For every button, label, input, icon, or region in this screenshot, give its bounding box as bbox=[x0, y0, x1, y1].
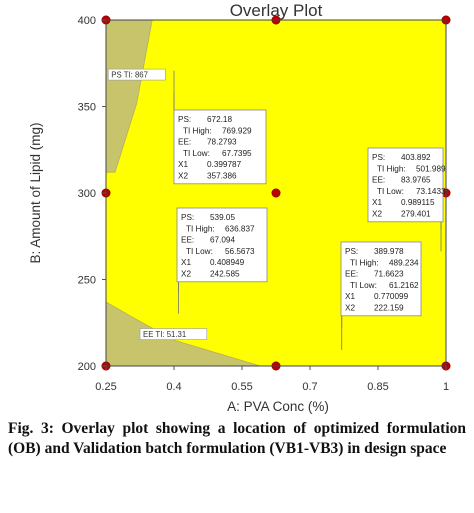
flag-field-value: 222.159 bbox=[374, 304, 404, 313]
flag-box: PS: 539.05 TI High: 636.837 EE: 67.094 TI Low:… bbox=[176, 207, 268, 283]
contour-label: EE TI: 51.31 bbox=[139, 328, 208, 340]
flag-field-value: 61.2162 bbox=[389, 281, 419, 290]
flag-background bbox=[173, 109, 267, 185]
x-tick-label: 0.25 bbox=[95, 381, 116, 393]
flag-field-value: 636.837 bbox=[225, 224, 255, 233]
flag-field-label: TI Low: bbox=[183, 149, 210, 158]
overlay-plot: PS: 672.18 TI High: 769.929 EE: 78.2793 TI Low… bbox=[28, 1, 451, 414]
flag-field-value: 403.892 bbox=[401, 153, 431, 162]
flag-field-label: TI Low: bbox=[186, 247, 213, 256]
flag-field-label: TI High: bbox=[377, 164, 406, 173]
flag-field-label: X2 bbox=[181, 270, 191, 279]
flag-field-value: 56.5673 bbox=[225, 247, 255, 256]
flag-field-value: 0.408949 bbox=[210, 258, 245, 267]
contour-label-text: EE TI: 51.31 bbox=[143, 330, 186, 339]
x-tick-label: 0.4 bbox=[166, 381, 181, 393]
flag-field-value: 0.989115 bbox=[401, 198, 435, 207]
y-tick-label: 350 bbox=[78, 102, 96, 114]
flag-field-label: TI High: bbox=[350, 258, 379, 267]
x-tick-label: 0.55 bbox=[231, 381, 252, 393]
flag-box: PS: 672.18 TI High: 769.929 EE: 78.2793 TI Low… bbox=[173, 109, 267, 185]
flag-field-value: 0.399787 bbox=[207, 160, 242, 169]
flag-field-label: X1 bbox=[181, 258, 191, 267]
flag-field-label: EE: bbox=[181, 236, 194, 245]
y-tick-label: 400 bbox=[78, 15, 96, 27]
flag-field-value: 242.585 bbox=[210, 270, 240, 279]
flag-field-value: 73.1433 bbox=[416, 187, 446, 196]
flag-field-value: 279.401 bbox=[401, 210, 431, 219]
flag-field-label: TI Low: bbox=[350, 281, 377, 290]
chart-title: Overlay Plot bbox=[230, 1, 323, 20]
flag-field-value: 389.978 bbox=[374, 247, 404, 256]
flag-field-label: X2 bbox=[345, 304, 355, 313]
flag-box: PS: 403.892 TI High: 501.989 EE: 83.9765 TI Lo… bbox=[367, 147, 446, 223]
design-point bbox=[271, 188, 281, 198]
flag-field-value: 83.9765 bbox=[401, 176, 431, 185]
flag-field-value: 489.234 bbox=[389, 258, 419, 267]
flag-field-label: X2 bbox=[178, 172, 188, 181]
x-tick-label: 0.7 bbox=[302, 381, 317, 393]
contour-label: PS TI: 867 bbox=[107, 68, 166, 81]
x-axis-label: A: PVA Conc (%) bbox=[227, 399, 329, 414]
flag-background bbox=[340, 241, 422, 317]
flag-field-value: 67.094 bbox=[210, 236, 235, 245]
x-tick-label: 1 bbox=[443, 381, 449, 393]
contour-label-background bbox=[139, 328, 208, 340]
figure-caption: Fig. 3: Overlay plot showing a location … bbox=[8, 420, 466, 457]
flag-field-value: 501.989 bbox=[416, 164, 446, 173]
flag-field-label: PS: bbox=[178, 115, 191, 124]
flag-field-value: 672.18 bbox=[207, 115, 232, 124]
y-tick-label: 300 bbox=[78, 188, 96, 200]
flag-field-label: PS: bbox=[372, 153, 385, 162]
flag-field-label: PS: bbox=[181, 213, 194, 222]
flag-field-value: 357.386 bbox=[207, 172, 237, 181]
flag-field-label: X1 bbox=[372, 198, 382, 207]
flag-field-value: 0.770099 bbox=[374, 292, 409, 301]
flag-field-value: 71.6623 bbox=[374, 270, 404, 279]
flag-field-label: EE: bbox=[372, 176, 385, 185]
x-tick-label: 0.85 bbox=[367, 381, 388, 393]
flag-field-label: EE: bbox=[178, 138, 191, 147]
flag-field-value: 539.05 bbox=[210, 213, 235, 222]
flag-field-label: X1 bbox=[345, 292, 355, 301]
flag-field-label: TI High: bbox=[183, 126, 212, 135]
flag-field-value: 67.7395 bbox=[222, 149, 252, 158]
flag-background bbox=[176, 207, 268, 283]
contour-label-background bbox=[107, 68, 166, 81]
y-tick-label: 200 bbox=[78, 361, 96, 373]
flag-field-value: 78.2793 bbox=[207, 138, 237, 147]
y-tick-label: 250 bbox=[78, 275, 96, 287]
y-axis-label: B: Amount of Lipid (mg) bbox=[28, 122, 43, 263]
flag-background bbox=[367, 147, 444, 223]
flag-field-label: X1 bbox=[178, 160, 188, 169]
flag-field-label: X2 bbox=[372, 210, 382, 219]
flag-field-label: PS: bbox=[345, 247, 358, 256]
flag-field-label: TI Low: bbox=[377, 187, 404, 196]
flag-field-label: EE: bbox=[345, 270, 358, 279]
flag-box: PS: 389.978 TI High: 489.234 EE: 71.6623 TI Lo… bbox=[340, 241, 422, 317]
contour-label-text: PS TI: 867 bbox=[111, 71, 148, 80]
flag-field-label: TI High: bbox=[186, 224, 215, 233]
flag-field-value: 769.929 bbox=[222, 126, 252, 135]
